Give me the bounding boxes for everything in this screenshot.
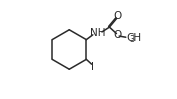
Text: 3: 3 bbox=[129, 35, 135, 44]
Text: O: O bbox=[113, 11, 121, 21]
Text: I: I bbox=[91, 62, 94, 72]
Text: NH: NH bbox=[90, 28, 105, 38]
Text: CH: CH bbox=[126, 33, 141, 43]
Text: O: O bbox=[113, 30, 122, 40]
